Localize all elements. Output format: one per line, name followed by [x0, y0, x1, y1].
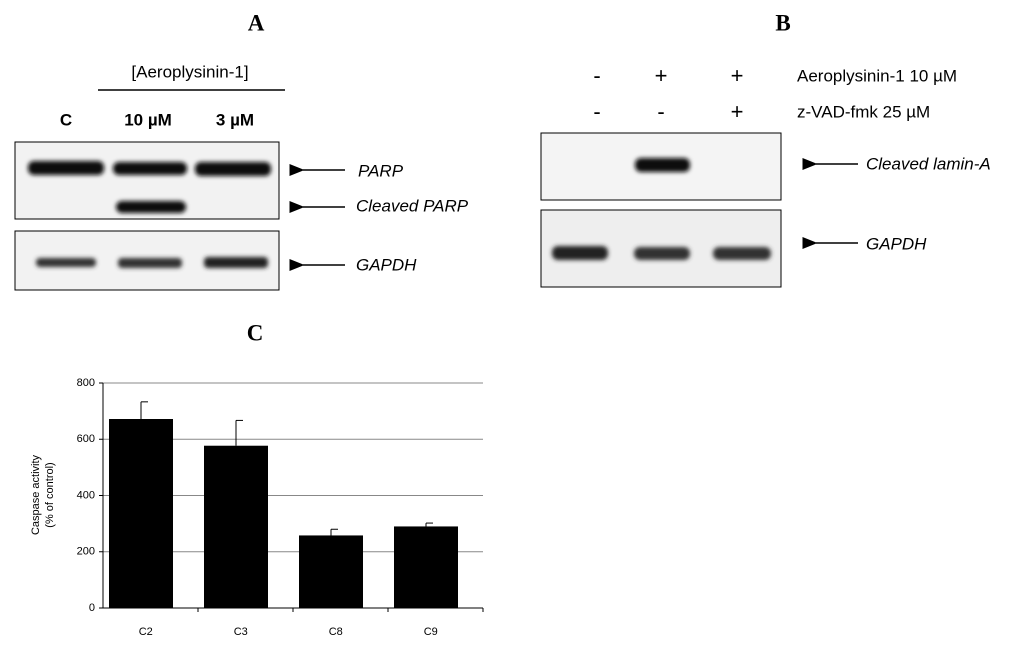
x-tick-label: C8: [329, 626, 343, 638]
bar: [394, 526, 458, 608]
lane-label: C: [60, 110, 72, 129]
y-tick-label: 200: [77, 546, 95, 558]
lane-label: 3 µM: [216, 110, 254, 129]
bar: [299, 535, 363, 608]
band-label: PARP: [358, 161, 404, 180]
bar: [109, 419, 173, 608]
bands: [552, 158, 771, 260]
y-tick-label: 0: [89, 602, 95, 614]
band-label: GAPDH: [866, 234, 927, 253]
panel-label: B: [775, 10, 790, 35]
sign: -: [593, 99, 600, 124]
sign: +: [731, 63, 744, 88]
treatment-header: [Aeroplysinin-1]: [131, 62, 248, 81]
band-label: Cleaved PARP: [356, 196, 469, 215]
sign: -: [593, 63, 600, 88]
y-tick-label: 800: [77, 377, 95, 389]
x-tick-label: C3: [234, 626, 248, 638]
row-label: z-VAD-fmk 25 µM: [797, 102, 930, 121]
lane-label: 10 µM: [124, 110, 172, 129]
sign: +: [731, 99, 744, 124]
band-label: GAPDH: [356, 255, 417, 274]
sign: -: [657, 99, 664, 124]
x-tick-label: C2: [139, 626, 153, 638]
y-axis-label: Caspase activity: [30, 454, 42, 535]
sign: +: [655, 63, 668, 88]
row-label: Aeroplysinin-1 10 µM: [797, 66, 957, 85]
y-tick-label: 600: [77, 433, 95, 445]
band-label: Cleaved lamin-A: [866, 154, 991, 173]
bands: [28, 161, 271, 268]
x-tick-label: C9: [424, 626, 438, 638]
y-axis-label: (% of control): [44, 462, 56, 527]
chart-title: C: [247, 320, 264, 345]
bar: [204, 445, 268, 608]
blot: [14, 141, 280, 220]
panel-label: A: [248, 10, 265, 35]
y-tick-label: 400: [77, 489, 95, 501]
